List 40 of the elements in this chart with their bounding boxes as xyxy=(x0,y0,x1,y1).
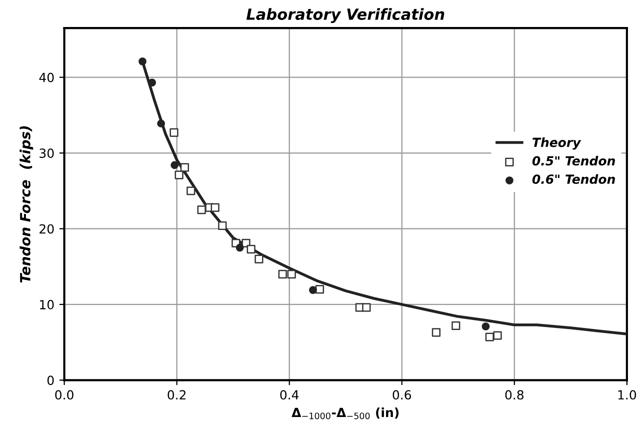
x-axis-title: Δ$_{−1000}$-Δ$_{−500}$ (in) xyxy=(292,408,399,420)
point xyxy=(197,206,206,214)
y-tick-label: 30 xyxy=(40,148,54,158)
x-tick-label: 0.4 xyxy=(280,390,299,400)
point xyxy=(432,328,440,337)
y-tick-label: 10 xyxy=(40,300,54,310)
point xyxy=(254,254,264,264)
x-tick-label: 0.0 xyxy=(55,390,74,400)
x-tick-label: 0.2 xyxy=(168,390,186,400)
y-axis-title: Tendon Force (kips) xyxy=(20,126,34,283)
chart-title: Laboratory Verification xyxy=(246,8,444,24)
point xyxy=(362,303,371,312)
point xyxy=(138,57,146,66)
point xyxy=(236,244,244,252)
point xyxy=(452,321,460,330)
legend-label: 0.6" Tendon xyxy=(532,174,615,184)
point xyxy=(180,163,189,172)
point xyxy=(174,170,184,180)
point xyxy=(482,322,490,330)
y-tick-label: 20 xyxy=(40,224,54,234)
point xyxy=(170,128,178,137)
point xyxy=(218,221,227,230)
legend-label: 0.5" Tendon xyxy=(532,156,615,166)
point xyxy=(210,203,220,212)
point xyxy=(186,186,196,196)
x-tick-label: 1.0 xyxy=(618,390,636,400)
point xyxy=(315,285,324,294)
point xyxy=(287,270,296,278)
point xyxy=(278,270,287,278)
y-tick-label: 40 xyxy=(39,72,54,82)
point xyxy=(309,286,317,294)
point xyxy=(485,332,494,342)
point xyxy=(246,244,256,254)
x-tick-label: 0.8 xyxy=(505,390,524,400)
point xyxy=(493,331,502,340)
legend-label: Theory xyxy=(532,137,582,150)
point xyxy=(170,161,179,170)
x-tick-label: 0.6 xyxy=(392,390,412,400)
point xyxy=(157,120,166,128)
y-tick-label: 0 xyxy=(47,376,54,386)
